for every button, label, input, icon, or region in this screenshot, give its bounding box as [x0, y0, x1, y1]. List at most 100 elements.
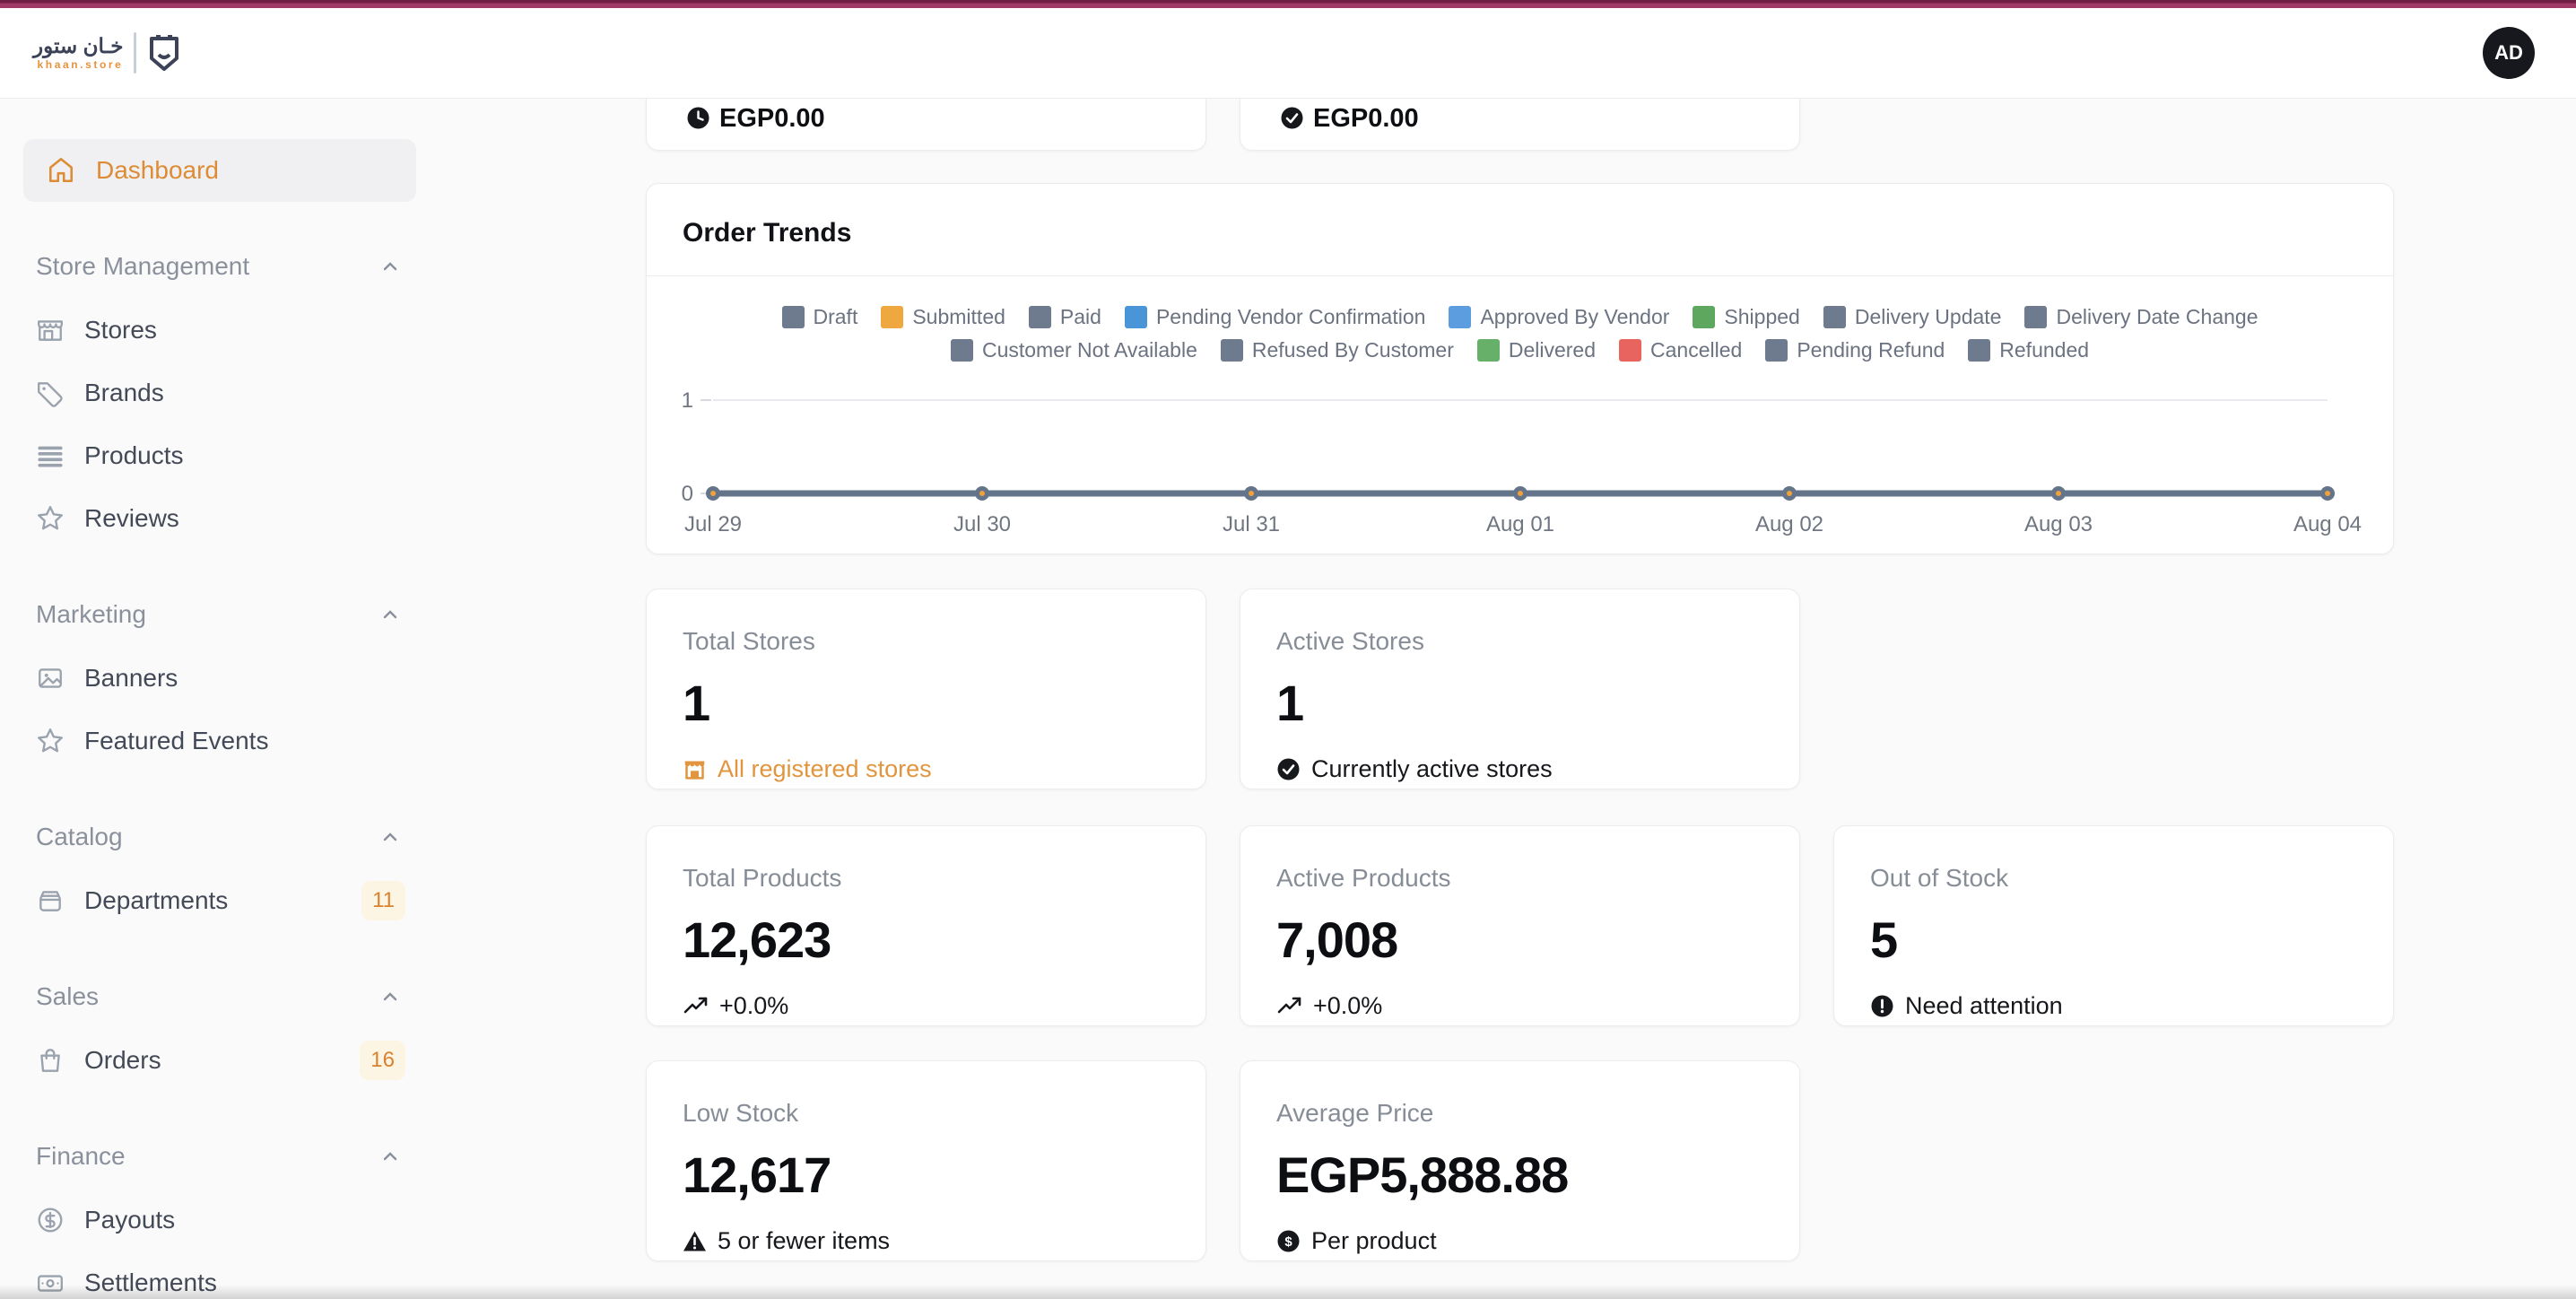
legend-swatch: [1449, 306, 1472, 328]
stat-footer-text: Per product: [1311, 1227, 1437, 1254]
legend-swatch: [2024, 306, 2048, 328]
sidebar-item-brands[interactable]: Brands: [23, 362, 416, 424]
sidebar-section-marketing: Marketing Banners Featur: [23, 597, 416, 772]
stat-card-total-products: Total Products 12,623 +0.0%: [646, 825, 1206, 1026]
check-circle-icon: [1280, 106, 1304, 130]
sidebar-item-products[interactable]: Products: [23, 424, 416, 487]
legend-item-refunded[interactable]: Refunded: [1968, 338, 2089, 362]
stat-value: EGP5,888.88: [1276, 1146, 1569, 1203]
legend-swatch: [881, 306, 904, 328]
legend-swatch: [1693, 306, 1716, 328]
storefront-icon: [36, 316, 65, 344]
legend-item-customer-not-available[interactable]: Customer Not Available: [950, 338, 1197, 362]
svg-text:Aug 02: Aug 02: [1755, 512, 1823, 536]
dollar-circle-icon: [36, 1206, 65, 1234]
stat-footer-text: +0.0%: [719, 992, 789, 1019]
section-toggle-marketing[interactable]: Marketing: [23, 597, 416, 632]
svg-text:Aug 03: Aug 03: [2024, 512, 2093, 536]
svg-text:Aug 04: Aug 04: [2293, 512, 2362, 536]
trending-up-icon: [1276, 993, 1302, 1019]
storefront-icon: [683, 757, 707, 781]
stat-footer-text: Need attention: [1905, 992, 2063, 1019]
sidebar-item-banners[interactable]: Banners: [23, 647, 416, 710]
sidebar-item-reviews[interactable]: Reviews: [23, 487, 416, 550]
stat-footer-text: Currently active stores: [1311, 755, 1553, 782]
banknote-icon: [36, 1268, 65, 1297]
legend-item-pending-refund[interactable]: Pending Refund: [1765, 338, 1945, 362]
sidebar-item-stores[interactable]: Stores: [23, 299, 416, 362]
stat-value: 1: [683, 675, 710, 731]
alert-circle-icon: [1870, 994, 1894, 1018]
legend-swatch: [1028, 306, 1051, 328]
section-toggle-sales[interactable]: Sales: [23, 979, 416, 1015]
sidebar-item-label: Brands: [84, 379, 164, 406]
stat-card-out-of-stock: Out of Stock 5 Need attention: [1833, 825, 2394, 1026]
svg-text:$: $: [1284, 1234, 1292, 1250]
legend-swatch: [1765, 339, 1788, 362]
legend-swatch: [1619, 339, 1642, 362]
chevron-up-icon: [379, 825, 402, 849]
legend-item-delivery-date-change[interactable]: Delivery Date Change: [2024, 305, 2258, 329]
legend-item-shipped[interactable]: Shipped: [1693, 305, 1800, 329]
tag-icon: [36, 379, 65, 407]
legend-swatch: [1968, 339, 1991, 362]
orders-count-badge: 16: [360, 1041, 405, 1080]
logo-divider: [134, 32, 137, 74]
departments-count-badge: 11: [361, 881, 405, 920]
sidebar-item-label: Reviews: [84, 504, 179, 532]
sidebar-section-catalog: Catalog Departments 11: [23, 819, 416, 932]
legend-item-submitted[interactable]: Submitted: [881, 305, 1005, 329]
warning-triangle-icon: [683, 1229, 707, 1253]
sidebar-item-payouts[interactable]: Payouts: [23, 1189, 416, 1251]
archive-box-icon: [36, 886, 65, 915]
stat-title: Total Products: [683, 864, 842, 892]
order-trends-line-chart: 1 0 Jul 29 Jul 30 Jul 31 Aug 0: [682, 388, 2362, 536]
section-label: Finance: [36, 1142, 126, 1170]
list-rows-icon: [36, 441, 65, 470]
stat-card-total-stores: Total Stores 1 All registered stores: [646, 588, 1206, 789]
shopping-bag-icon: [36, 1046, 65, 1075]
data-points: [706, 486, 2335, 501]
avatar-initials: AD: [2494, 41, 2523, 64]
brand-name-arabic: خـان ستور: [33, 34, 124, 58]
star-icon: [36, 504, 65, 533]
legend-item-delivered[interactable]: Delivered: [1476, 338, 1596, 362]
legend-swatch: [781, 306, 805, 328]
svg-text:Jul 31: Jul 31: [1223, 512, 1280, 536]
check-circle-icon: [1276, 757, 1301, 781]
legend-item-refused-by-customer[interactable]: Refused By Customer: [1220, 338, 1454, 362]
summary-amount: EGP0.00: [1313, 104, 1419, 133]
legend-item-pending-vendor-confirmation[interactable]: Pending Vendor Confirmation: [1124, 305, 1425, 329]
legend-item-cancelled[interactable]: Cancelled: [1619, 338, 1742, 362]
legend-item-draft[interactable]: Draft: [781, 305, 857, 329]
stat-value: 1: [1276, 675, 1304, 731]
svg-text:Jul 29: Jul 29: [684, 512, 742, 536]
legend-swatch: [1124, 306, 1147, 328]
sidebar-item-featured-events[interactable]: Featured Events: [23, 710, 416, 772]
user-avatar[interactable]: AD: [2483, 27, 2535, 79]
chevron-up-icon: [379, 1145, 402, 1168]
section-toggle-store-management[interactable]: Store Management: [23, 248, 416, 284]
sidebar-item-departments[interactable]: Departments 11: [23, 869, 416, 932]
stat-title: Average Price: [1276, 1099, 1434, 1127]
legend-item-delivery-update[interactable]: Delivery Update: [1823, 305, 2001, 329]
sidebar-item-label: Featured Events: [84, 727, 269, 754]
sidebar-item-orders[interactable]: Orders 16: [23, 1029, 416, 1092]
stat-title: Out of Stock: [1870, 864, 2009, 892]
stat-footer-text: All registered stores: [718, 755, 932, 782]
legend-item-paid[interactable]: Paid: [1028, 305, 1101, 329]
section-toggle-catalog[interactable]: Catalog: [23, 819, 416, 855]
brand-logo[interactable]: خـان ستور khaan.store: [33, 32, 181, 74]
dollar-circle-icon: $: [1276, 1229, 1301, 1253]
sidebar-item-label: Departments: [84, 886, 229, 914]
legend-item-approved-by-vendor[interactable]: Approved By Vendor: [1449, 305, 1669, 329]
chart-legend: Draft Submitted Paid Pending Vendor Conf…: [722, 305, 2319, 362]
stat-card-low-stock: Low Stock 12,617 5 or fewer items: [646, 1060, 1206, 1261]
chevron-up-icon: [379, 985, 402, 1008]
legend-swatch: [1823, 306, 1846, 328]
sidebar-item-dashboard[interactable]: Dashboard: [23, 139, 416, 202]
sidebar-section-sales: Sales Orders 16: [23, 979, 416, 1092]
section-toggle-finance[interactable]: Finance: [23, 1138, 416, 1174]
section-label: Sales: [36, 982, 100, 1010]
sidebar-item-settlements[interactable]: Settlements: [23, 1251, 416, 1299]
